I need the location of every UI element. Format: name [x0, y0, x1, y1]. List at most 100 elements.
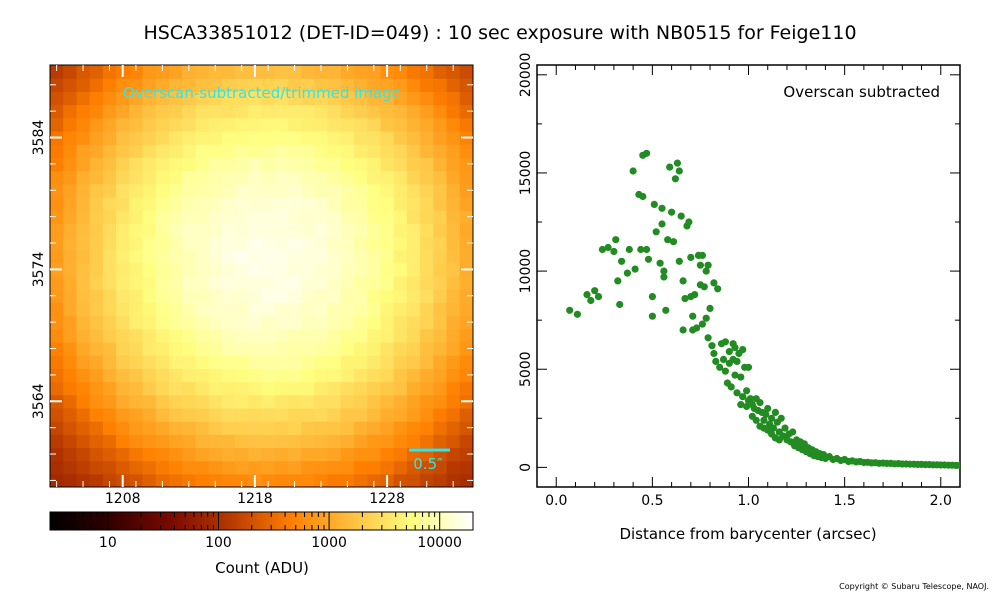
heatmap-pixel: [314, 104, 329, 119]
scatter-point: [768, 414, 776, 422]
heatmap-pixel: [393, 183, 408, 198]
heatmap-pixel: [235, 302, 249, 317]
heatmap-pixel: [142, 302, 157, 317]
heatmap-pixel: [406, 157, 421, 172]
heatmap-pixel: [459, 196, 473, 211]
heatmap-pixel: [433, 210, 448, 224]
heatmap-pixel: [116, 368, 130, 383]
heatmap-pixel: [274, 157, 289, 172]
heatmap-pixel: [129, 328, 144, 343]
heatmap-pixel: [354, 368, 368, 383]
heatmap-pixel: [208, 183, 223, 198]
heatmap-pixel: [155, 65, 170, 79]
heatmap-pixel: [142, 210, 157, 224]
heatmap-pixel: [314, 91, 329, 106]
scatter-point: [693, 324, 701, 332]
heatmap-pixel: [129, 117, 144, 132]
heatmap-pixel: [459, 183, 473, 198]
heatmap-pixel: [208, 289, 223, 303]
heatmap-pixel: [340, 394, 355, 409]
heatmap-pixel: [50, 117, 64, 132]
y-tick-label: 3584: [31, 120, 47, 156]
heatmap-pixel: [50, 249, 64, 264]
heatmap-pixel: [287, 91, 302, 106]
heatmap-pixel: [314, 183, 329, 198]
heatmap-pixel: [340, 355, 355, 369]
heatmap-pixel: [393, 460, 408, 475]
heatmap-pixel: [155, 236, 170, 251]
heatmap-pixel: [142, 289, 157, 303]
heatmap-pixel: [129, 249, 144, 264]
heatmap-pixel: [89, 104, 104, 119]
heatmap-pixel: [446, 460, 461, 475]
heatmap-pixel: [327, 78, 342, 92]
heatmap-pixel: [89, 355, 104, 369]
heatmap-pixel: [248, 447, 263, 462]
heatmap-pixel: [261, 170, 276, 185]
heatmap-pixel: [76, 117, 91, 132]
heatmap-pixel: [168, 249, 183, 264]
heatmap-pixel: [89, 183, 104, 198]
scatter-point: [648, 293, 657, 301]
heatmap-pixel: [208, 381, 223, 396]
scatter-point: [710, 349, 718, 358]
heatmap-pixel: [261, 355, 276, 369]
heatmap-pixel: [446, 183, 461, 198]
heatmap-pixel: [182, 473, 197, 487]
heatmap-pixel: [89, 447, 104, 462]
heatmap-pixel: [208, 130, 223, 145]
heatmap-pixel: [168, 473, 183, 487]
heatmap-pixel: [340, 170, 355, 185]
heatmap-pixel: [433, 355, 448, 369]
heatmap-pixel: [274, 183, 289, 198]
scatter-point: [666, 163, 674, 171]
heatmap-pixel: [76, 460, 91, 475]
heatmap-pixel: [248, 407, 263, 422]
heatmap-pixel: [261, 394, 276, 409]
heatmap-pixel: [274, 170, 289, 185]
heatmap-pixel: [340, 157, 355, 172]
scatter-point: [612, 236, 620, 244]
heatmap-pixel: [116, 447, 130, 462]
scatter-point: [691, 291, 699, 299]
heatmap-pixel: [301, 117, 315, 132]
colorbar-gradient: [49, 511, 474, 531]
heatmap-pixel: [354, 196, 368, 211]
heatmap-pixel: [142, 78, 157, 92]
heatmap-pixel: [129, 104, 144, 119]
heatmap-pixel: [208, 104, 223, 119]
heatmap-pixel: [155, 460, 170, 475]
heatmap-pixel: [182, 262, 197, 277]
heatmap-pixel: [459, 381, 473, 396]
heatmap-pixel: [459, 144, 473, 158]
heatmap-pixel: [116, 183, 130, 198]
heatmap-pixel: [354, 328, 368, 343]
heatmap-pixel: [406, 262, 421, 277]
colorbar-label: Count (ADU): [215, 559, 309, 577]
heatmap-pixel: [340, 381, 355, 396]
heatmap-pixel: [406, 91, 421, 106]
heatmap-pixel: [168, 289, 183, 303]
heatmap-pixel: [314, 117, 329, 132]
scatter-point: [702, 267, 710, 275]
heatmap-pixel: [50, 210, 64, 224]
heatmap-pixel: [63, 170, 78, 185]
heatmap-pixel: [168, 407, 183, 422]
colorbar-tick-label: 100: [205, 535, 232, 551]
heatmap-pixel: [261, 473, 276, 487]
heatmap-pixel: [354, 130, 368, 145]
heatmap-pixel: [155, 196, 170, 211]
heatmap-pixel: [155, 407, 170, 422]
heatmap-pixel: [446, 355, 461, 369]
heatmap-pixel: [76, 223, 91, 238]
heatmap-pixel: [406, 421, 421, 435]
heatmap-pixel: [221, 157, 236, 172]
heatmap-pixel: [221, 223, 236, 238]
heatmap-pixel: [221, 117, 236, 132]
heatmap-pixel: [446, 394, 461, 409]
heatmap-pixel: [393, 341, 408, 356]
heatmap-pixel: [287, 421, 302, 435]
heatmap-pixel: [168, 91, 183, 106]
heatmap-pixel: [168, 104, 183, 119]
heatmap-pixel: [168, 117, 183, 132]
